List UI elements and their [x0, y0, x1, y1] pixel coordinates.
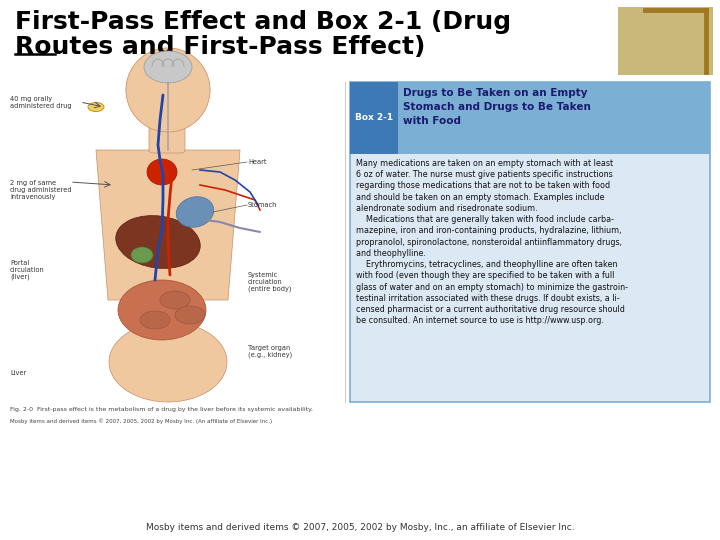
Text: Drugs to Be Taken on an Empty
Stomach and Drugs to Be Taken
with Food: Drugs to Be Taken on an Empty Stomach an…	[403, 88, 591, 126]
FancyBboxPatch shape	[350, 82, 710, 402]
Text: Heart: Heart	[248, 159, 266, 165]
Text: Many medications are taken on an empty stomach with at least
6 oz of water. The : Many medications are taken on an empty s…	[356, 159, 628, 326]
Text: 40 mg orally
administered drug: 40 mg orally administered drug	[10, 96, 71, 109]
Text: Stomach: Stomach	[248, 202, 277, 208]
Text: Target organ
(e.g., kidney): Target organ (e.g., kidney)	[248, 345, 292, 359]
Text: Liver: Liver	[10, 370, 26, 376]
FancyBboxPatch shape	[350, 82, 398, 154]
Text: First-Pass Effect and Box 2-1 (Drug: First-Pass Effect and Box 2-1 (Drug	[15, 10, 511, 34]
Ellipse shape	[147, 159, 177, 185]
Ellipse shape	[118, 280, 206, 340]
Ellipse shape	[88, 103, 104, 111]
Ellipse shape	[116, 215, 200, 268]
Text: Fig. 2-0  First-pass effect is the metabolism of a drug by the liver before its : Fig. 2-0 First-pass effect is the metabo…	[10, 407, 313, 412]
FancyBboxPatch shape	[350, 82, 710, 154]
Text: 2 mg of same
drug administered
intravenously: 2 mg of same drug administered intraveno…	[10, 180, 71, 200]
Text: Box 2-1: Box 2-1	[355, 113, 393, 123]
Ellipse shape	[160, 291, 190, 309]
Text: Systemic
circulation
(entire body): Systemic circulation (entire body)	[248, 272, 292, 293]
Ellipse shape	[175, 306, 205, 324]
Text: Portal
circulation
(liver): Portal circulation (liver)	[10, 260, 45, 280]
FancyBboxPatch shape	[618, 7, 713, 75]
Ellipse shape	[131, 247, 153, 263]
Polygon shape	[96, 150, 240, 300]
Ellipse shape	[109, 322, 227, 402]
Text: Mosby items and derived items © 2007, 2005, 2002 by Mosby Inc. (An affiliate of : Mosby items and derived items © 2007, 20…	[10, 418, 272, 424]
Circle shape	[126, 48, 210, 132]
Ellipse shape	[140, 311, 170, 329]
Ellipse shape	[144, 51, 192, 83]
Ellipse shape	[176, 197, 214, 227]
Text: Routes and First-Pass Effect): Routes and First-Pass Effect)	[15, 35, 426, 59]
Text: Mosby items and derived items © 2007, 2005, 2002 by Mosby, Inc., an affiliate of: Mosby items and derived items © 2007, 20…	[145, 523, 575, 532]
FancyBboxPatch shape	[149, 109, 185, 153]
